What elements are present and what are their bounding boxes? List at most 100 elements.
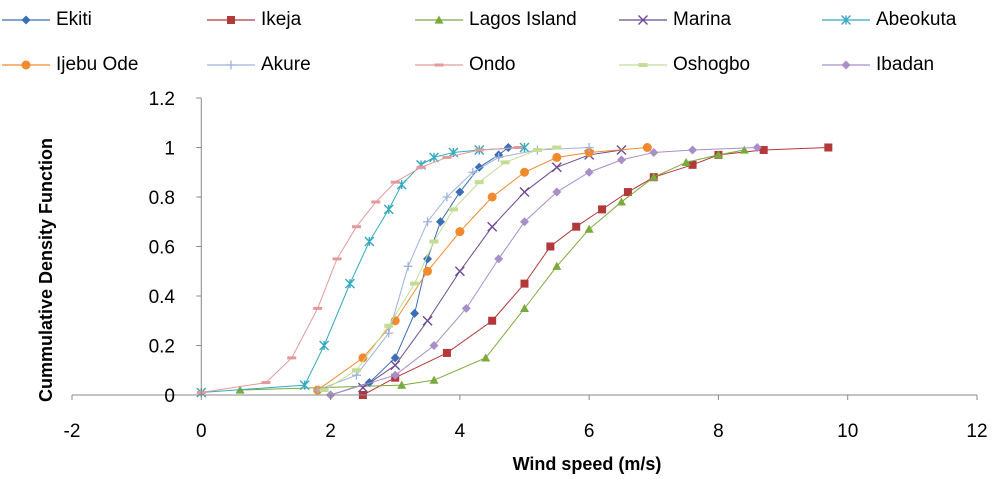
legend-label: Akure xyxy=(261,54,311,75)
data-point xyxy=(481,353,491,362)
series-marina xyxy=(357,144,627,393)
data-point xyxy=(261,381,271,385)
data-point xyxy=(681,157,691,166)
data-point xyxy=(397,380,407,389)
y-tick-label: 1.2 xyxy=(149,89,175,110)
data-point xyxy=(616,155,626,165)
data-point xyxy=(313,306,323,310)
data-point xyxy=(688,160,697,169)
data-point xyxy=(513,146,523,149)
data-point xyxy=(520,303,529,312)
data-point xyxy=(552,187,562,197)
legend-symbol xyxy=(207,60,255,70)
x-axis-title: Wind speed (m/s) xyxy=(513,454,662,474)
legend-marker xyxy=(841,60,851,70)
data-point xyxy=(358,353,368,363)
x-tick-label: 4 xyxy=(455,421,466,442)
data-point xyxy=(584,147,594,157)
data-point xyxy=(520,279,529,288)
data-point xyxy=(435,217,445,227)
legend-symbol xyxy=(207,16,255,24)
data-point xyxy=(429,152,439,163)
data-point xyxy=(390,180,400,184)
y-tick-label: 0 xyxy=(164,386,175,407)
data-point xyxy=(429,239,439,244)
data-point xyxy=(344,278,355,289)
legend-symbol xyxy=(619,15,667,25)
data-point xyxy=(442,348,451,357)
legend-item: Ibadan xyxy=(820,50,934,80)
data-point xyxy=(384,323,394,328)
series-ibadan xyxy=(326,143,762,400)
legend-marker xyxy=(638,15,648,25)
data-point xyxy=(494,254,504,264)
legend-marker xyxy=(21,15,31,25)
data-point xyxy=(429,375,439,384)
series-ijebu-ode xyxy=(313,143,652,395)
x-tick-label: -2 xyxy=(64,421,81,442)
legend-item: Ijebu Ode xyxy=(0,50,138,80)
legend-item: Lagos Island xyxy=(413,5,577,35)
data-point xyxy=(403,261,413,271)
legend-label: Ondo xyxy=(469,54,516,75)
series-line xyxy=(240,149,745,391)
data-point xyxy=(287,356,297,360)
legend-symbol xyxy=(822,15,870,25)
data-point xyxy=(572,222,581,231)
data-point xyxy=(500,160,510,165)
data-point xyxy=(503,143,513,152)
legend-label: Ijebu Ode xyxy=(56,54,139,75)
y-tick-label: 0.2 xyxy=(149,337,175,358)
data-point xyxy=(552,261,562,270)
data-point xyxy=(455,227,465,237)
data-point xyxy=(319,388,329,393)
data-point xyxy=(299,380,310,391)
legend-marker xyxy=(638,63,648,67)
data-point xyxy=(824,143,833,152)
series-akure xyxy=(313,143,594,395)
data-point xyxy=(487,221,498,232)
data-point xyxy=(688,145,698,155)
data-point xyxy=(552,145,562,150)
data-point xyxy=(364,236,375,247)
data-point xyxy=(423,217,433,227)
legend-label: Marina xyxy=(673,9,732,30)
x-tick-label: 0 xyxy=(196,421,207,442)
series-line xyxy=(201,147,519,394)
legend-marker xyxy=(21,60,31,70)
y-axis-title: Cummulative Density Function xyxy=(36,138,56,402)
legend-symbol xyxy=(2,60,50,70)
legend-symbol xyxy=(415,15,463,24)
data-point xyxy=(584,167,594,177)
data-point xyxy=(739,145,749,154)
series-line xyxy=(362,147,829,396)
series-oshogbo xyxy=(319,145,562,393)
data-point xyxy=(532,147,542,152)
legend-label: Ibadan xyxy=(876,54,935,75)
data-point xyxy=(319,340,330,351)
legend-marker xyxy=(841,15,851,25)
x-tick-label: 6 xyxy=(584,421,595,442)
legend-symbol xyxy=(2,15,50,25)
data-point xyxy=(390,353,400,363)
data-point xyxy=(448,207,458,212)
x-tick-label: 10 xyxy=(837,421,858,442)
data-point xyxy=(442,155,452,159)
data-point xyxy=(474,148,484,152)
x-tick-label: 12 xyxy=(966,421,987,442)
legend-label: Ekiti xyxy=(56,9,92,30)
plot-area xyxy=(196,142,833,400)
data-point xyxy=(520,217,529,227)
data-point xyxy=(759,145,768,154)
legend-marker xyxy=(226,60,236,70)
y-tick-label: 0.6 xyxy=(149,238,175,259)
data-point xyxy=(429,341,439,350)
legend-symbol xyxy=(822,60,870,70)
legend-label: Lagos Island xyxy=(469,9,577,30)
data-point xyxy=(455,187,465,197)
data-point xyxy=(598,205,607,214)
x-tick-label: 8 xyxy=(713,421,724,442)
legend: Ekiti Ikeja Lagos Island Marina Abeokuta Ijeb… xyxy=(0,0,996,80)
data-point xyxy=(551,162,562,173)
